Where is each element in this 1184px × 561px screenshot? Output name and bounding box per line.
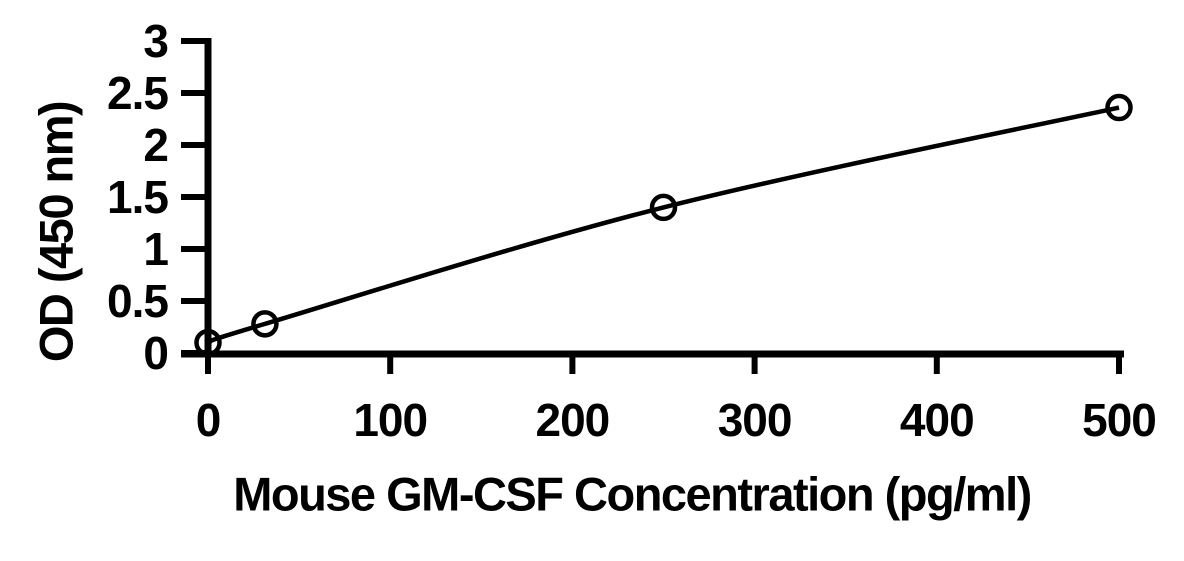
x-tick-label: 300 [718,394,792,446]
x-tick-label: 200 [536,394,610,446]
x-axis-title: Mouse GM-CSF Concentration (pg/ml) [233,467,1032,521]
data-point-marker [649,193,678,222]
y-tick-label: 0.5 [107,275,168,327]
y-tick-label: 2 [143,119,168,171]
x-tick-label: 0 [196,394,221,446]
x-tick-label: 500 [1082,394,1156,446]
data-point-marker [1105,93,1133,122]
y-axis-title: OD (450 nm) [29,101,83,363]
x-tick-label: 400 [900,394,974,446]
y-tick-label: 1.5 [107,171,168,223]
y-tick-label: 2.5 [107,67,168,119]
standard-curve-line [207,105,1120,345]
y-tick-label: 1 [143,223,168,275]
y-tick-label: 3 [143,15,168,67]
data-point-marker [194,328,222,357]
y-tick-label: 0 [143,327,168,379]
x-tick-label: 100 [353,394,427,446]
data-point-marker [251,310,279,338]
